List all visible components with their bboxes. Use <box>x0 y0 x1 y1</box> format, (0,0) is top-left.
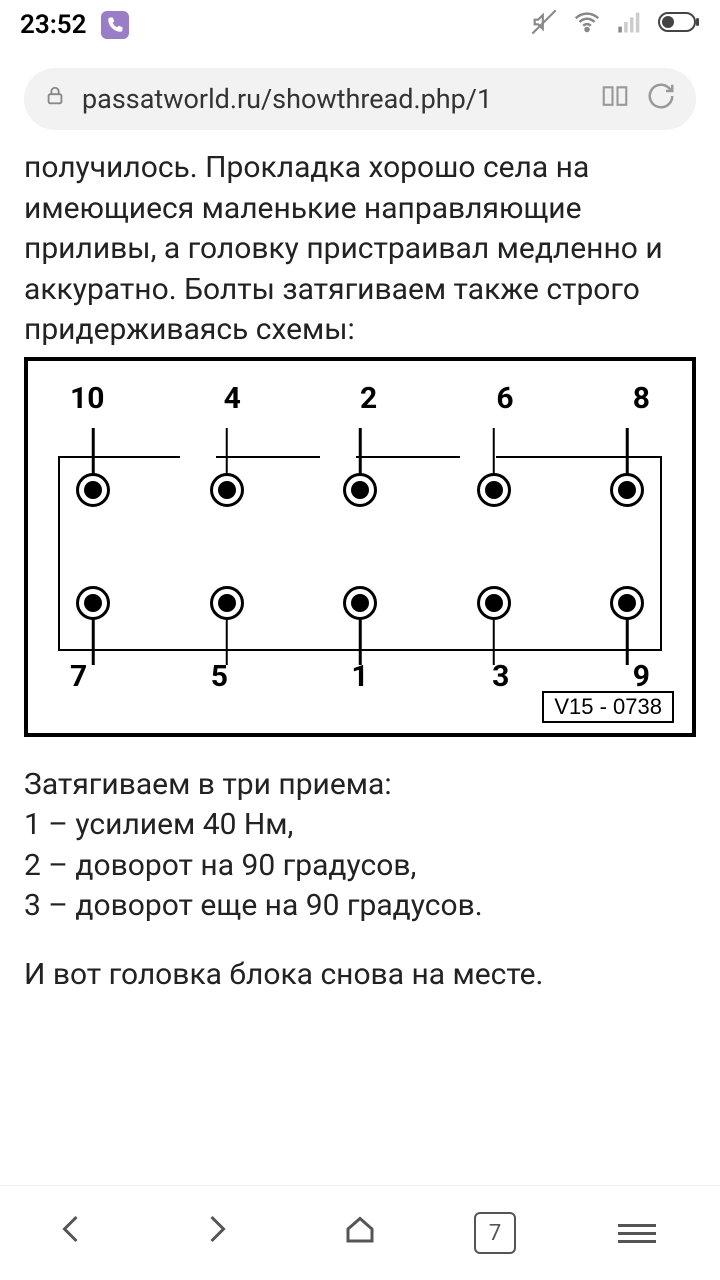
bolt-label: 9 <box>633 659 650 694</box>
paragraph-outro: И вот головка блока снова на месте. <box>24 955 696 996</box>
step-2: 2 – доворот на 90 градусов, <box>24 846 696 887</box>
bolt-label: 6 <box>496 381 513 416</box>
bolt-marker <box>343 473 377 507</box>
browser-nav-bar: 7 <box>0 1185 720 1280</box>
battery-icon <box>658 10 700 40</box>
bolt-marker <box>210 586 244 620</box>
signal-icon <box>616 8 644 43</box>
bolt-label: 1 <box>351 659 368 694</box>
bolt-label: 3 <box>492 659 509 694</box>
bolt-marker <box>610 586 644 620</box>
page-content-2: Затягиваем в три приема: 1 – усилием 40 … <box>0 765 720 996</box>
bolt-label: 8 <box>633 381 650 416</box>
bolt-label: 4 <box>224 381 241 416</box>
bolt-marker <box>477 473 511 507</box>
bolt-diagram: 10 4 2 6 8 7 5 1 3 9 V15 - 0738 <box>24 357 696 737</box>
bolt-label: 7 <box>70 659 87 694</box>
bolt-marker <box>477 586 511 620</box>
bolt-marker <box>76 586 110 620</box>
reader-mode-icon[interactable] <box>600 81 630 118</box>
bolt-label: 10 <box>70 381 104 416</box>
step-1: 1 – усилием 40 Нм, <box>24 805 696 846</box>
lock-icon <box>44 85 66 113</box>
forward-button[interactable] <box>186 1211 246 1256</box>
bolt-label: 5 <box>211 659 228 694</box>
status-time: 23:52 <box>20 10 87 40</box>
paragraph-intro: получилось. Прокладка хорошо села на име… <box>24 148 696 351</box>
tabs-button[interactable]: 7 <box>474 1212 534 1254</box>
mute-icon <box>530 8 558 43</box>
step-3: 3 – доворот еще на 90 градусов. <box>24 886 696 927</box>
address-bar[interactable]: passatworld.ru/showthread.php/1 <box>24 68 696 130</box>
url-text: passatworld.ru/showthread.php/1 <box>82 83 584 115</box>
diagram-code: V15 - 0738 <box>542 691 674 723</box>
bolt-marker <box>76 473 110 507</box>
bolt-marker <box>210 473 244 507</box>
bolt-marker <box>343 586 377 620</box>
reload-icon[interactable] <box>646 81 676 118</box>
paragraph-steps-heading: Затягиваем в три приема: <box>24 765 696 806</box>
wifi-icon <box>572 7 602 44</box>
page-content: получилось. Прокладка хорошо села на име… <box>0 148 720 351</box>
menu-button[interactable] <box>618 1219 678 1248</box>
back-button[interactable] <box>42 1211 102 1256</box>
bolt-label: 2 <box>360 381 377 416</box>
bolt-marker <box>610 473 644 507</box>
status-bar: 23:52 <box>0 0 720 50</box>
viber-icon <box>101 11 129 39</box>
home-button[interactable] <box>330 1211 390 1256</box>
tabs-count: 7 <box>489 1221 501 1246</box>
